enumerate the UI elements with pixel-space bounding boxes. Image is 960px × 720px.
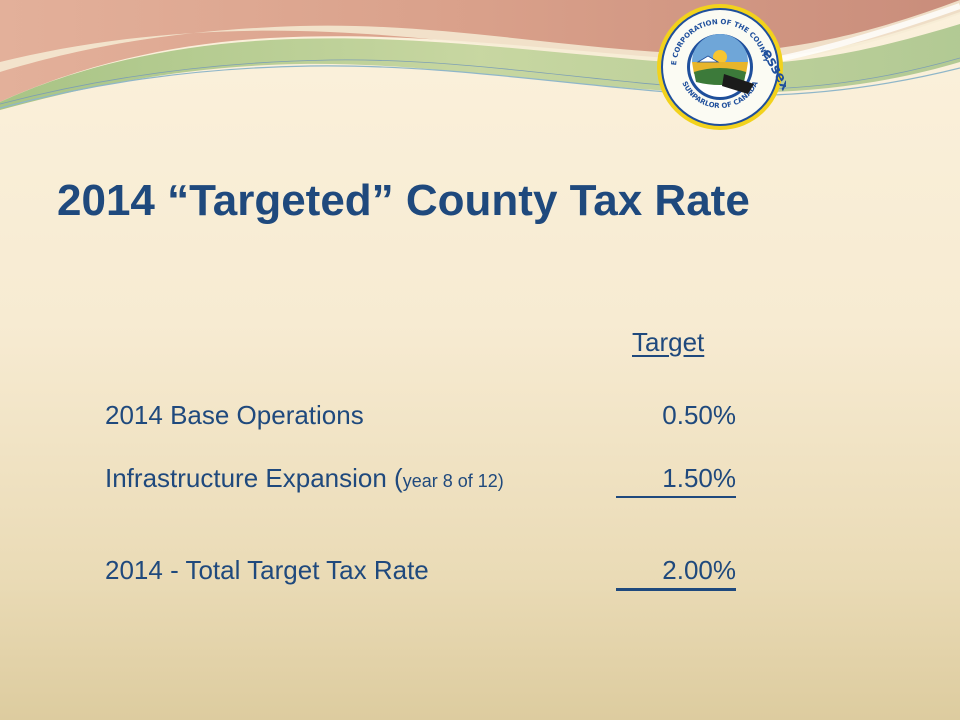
row-value-text: 1.50% [662, 463, 736, 493]
row-value-text: 0.50% [662, 400, 736, 430]
target-column-header: Target [632, 327, 705, 357]
row-value-text: 2.00% [662, 555, 736, 585]
row-label-text: 2014 Base Operations [105, 400, 364, 430]
row-label-note: year 8 of 12) [402, 471, 504, 491]
row-label-infrastructure-expansion: Infrastructure Expansion (year 8 of 12) [105, 463, 504, 494]
county-seal-logo: THE CORPORATION OF THE COUNTY OF SUNPARL… [654, 2, 786, 130]
row-label-text: 2014 - Total Target Tax Rate [105, 555, 429, 585]
row-value-infrastructure-expansion: 1.50% [616, 463, 736, 498]
row-value-base-operations: 0.50% [616, 400, 736, 431]
row-label-text: Infrastructure Expansion ( [105, 463, 403, 493]
row-value-total-target-tax-rate: 2.00% [616, 555, 736, 591]
row-label-base-operations: 2014 Base Operations [105, 400, 364, 431]
row-label-total-target-tax-rate: 2014 - Total Target Tax Rate [105, 555, 429, 586]
slide-title: 2014 “Targeted” County Tax Rate [57, 176, 750, 225]
header-wave-decoration [0, 0, 960, 110]
